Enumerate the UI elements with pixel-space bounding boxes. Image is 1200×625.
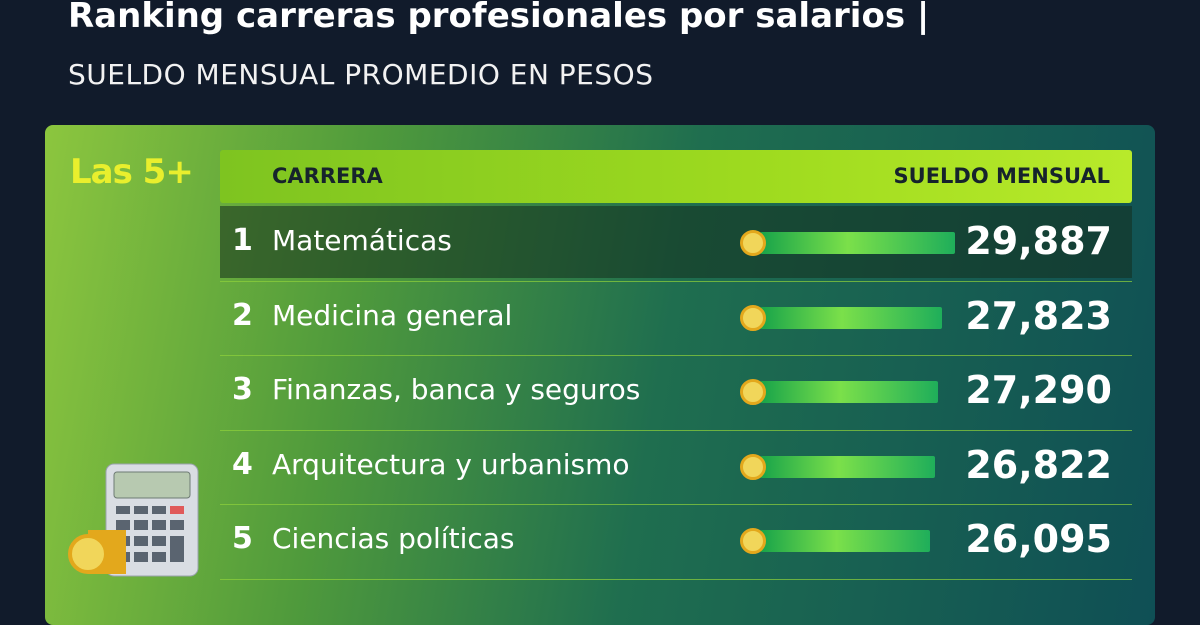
rank: 1 <box>232 223 253 258</box>
coin-icon <box>740 453 766 480</box>
salary-bar <box>760 232 955 254</box>
salary: 29,887 <box>965 219 1112 263</box>
career: Finanzas, banca y seguros <box>272 373 641 406</box>
salary: 26,822 <box>965 442 1112 487</box>
salary: 27,823 <box>965 293 1112 338</box>
salary-bar <box>760 306 942 329</box>
row-separator <box>220 280 1132 282</box>
salary: 27,290 <box>965 368 1112 412</box>
row-separator <box>220 429 1132 431</box>
row-separator <box>220 504 1132 505</box>
career: Ciencias políticas <box>272 522 515 555</box>
coin-icon <box>740 304 766 331</box>
salary: 26,095 <box>965 517 1112 561</box>
page: {"header": {"title": "Ranking carreras p… <box>45 0 1155 625</box>
row-separator <box>220 578 1132 580</box>
title: Ranking carreras profesionales por salar… <box>68 0 930 36</box>
salary-bar <box>760 455 935 478</box>
rank: 4 <box>232 446 253 482</box>
row-highlight <box>220 206 1132 278</box>
subtitle: SUELDO MENSUAL PROMEDIO EN PESOS <box>68 58 654 91</box>
career: Arquitectura y urbanismo <box>272 447 630 481</box>
row-separator <box>220 355 1132 356</box>
coin-icon <box>740 528 766 554</box>
career: Medicina general <box>272 298 513 332</box>
salary-bar <box>760 381 939 403</box>
coin-icon <box>740 379 766 405</box>
rank: 5 <box>232 521 253 556</box>
coin-icon <box>740 230 766 256</box>
salary-bar <box>760 530 931 552</box>
rank: 2 <box>232 297 253 333</box>
table-header <box>220 150 1132 203</box>
career: Matemáticas <box>272 224 452 257</box>
column-header: CARRERA <box>272 164 383 188</box>
calculator-icon <box>68 463 199 577</box>
badge: Las 5+ <box>70 152 194 192</box>
rank: 3 <box>232 372 253 407</box>
column-header: SUELDO MENSUAL <box>893 164 1110 188</box>
